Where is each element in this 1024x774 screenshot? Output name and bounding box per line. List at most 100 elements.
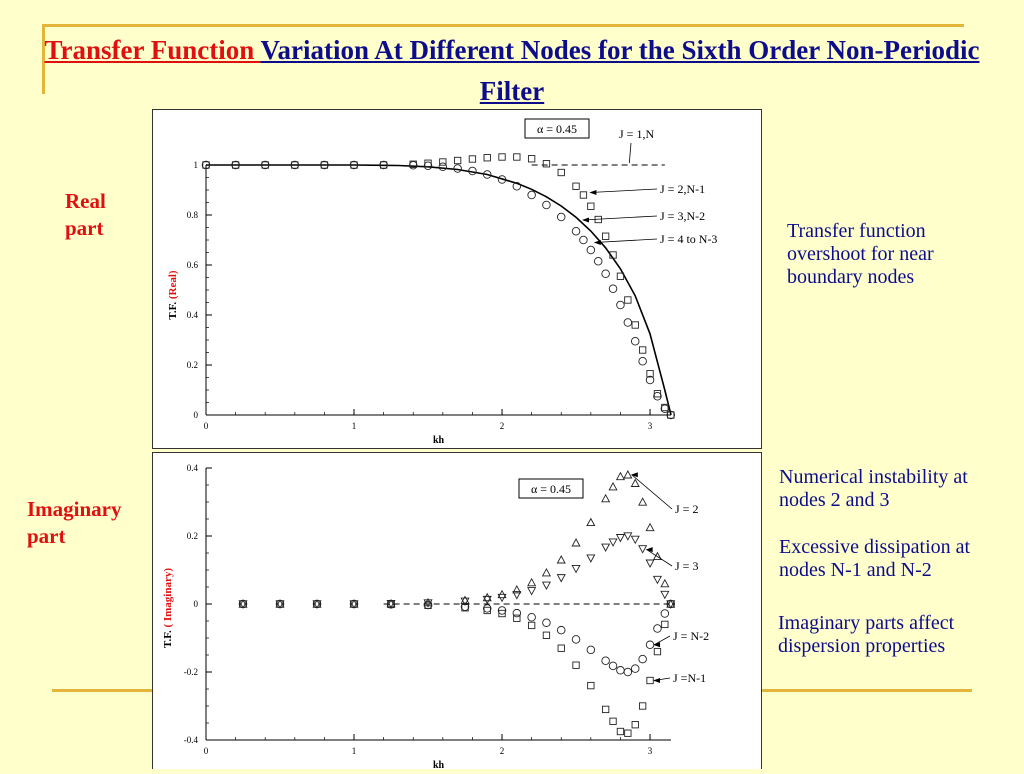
- real-series-j-3-n-2-point: [542, 200, 551, 210]
- real-leader-line: [582, 215, 658, 221]
- imag-series-j-2-point: [541, 567, 551, 577]
- imag-series-j-3-point: [615, 534, 625, 543]
- real-series-j-3-n-2-point: [423, 161, 433, 171]
- real-series-j-2-n-1-point: [527, 155, 536, 163]
- imag-series-j-n-1-point: [616, 727, 625, 736]
- real-series-j-2-n-1-point: [609, 251, 617, 259]
- real-series-j-3-n-2-point: [630, 336, 640, 346]
- real-series-j-3-n-2-point: [320, 160, 329, 170]
- real-leader-arrowhead: [581, 217, 589, 223]
- imag-y-tick-label: -0.4: [184, 735, 199, 745]
- imaginary-part-chart: 0 1 2 3 -0.4 -0.2 0 0.2 0.4 kh T.F. ( Imaginary) α …: [162, 463, 709, 771]
- imag-series-j-n-2-point: [275, 599, 285, 609]
- real-x-tick-label: 2: [500, 421, 505, 431]
- imag-series-j-3-point: [423, 599, 433, 608]
- imag-alpha-label: α = 0.45: [531, 482, 571, 496]
- imag-series-j-n-1-point: [239, 600, 247, 608]
- real-series-j-2-n-1-point: [601, 232, 610, 240]
- imag-series-j-n-2-point: [349, 599, 359, 609]
- real-series-j-3-n-2-point: [482, 170, 492, 179]
- real-leader-label-j-1-n: J = 1,N: [619, 127, 654, 141]
- imag-series-j-n-2-point: [645, 640, 655, 650]
- imag-series-j-n-1-point: [638, 702, 647, 710]
- deco-vertical-line: [42, 24, 45, 94]
- imag-leader-arrowhead: [653, 678, 661, 683]
- imag-series-j-n-1-point: [461, 604, 469, 612]
- note-instability: Numerical instability at nodes 2 and 3: [779, 466, 968, 511]
- real-series-j-3-n-2-point: [586, 245, 596, 255]
- real-series-j-3-n-2-point: [579, 235, 588, 245]
- imaginary-part-chart-panel: 0 1 2 3 -0.4 -0.2 0 0.2 0.4 kh T.F. ( Imaginary) α …: [152, 452, 762, 771]
- real-series-j-3-n-2-point: [379, 160, 388, 170]
- note-overshoot: Transfer function overshoot for near bou…: [787, 220, 934, 288]
- real-series-j-2-n-1-point: [350, 161, 358, 169]
- imag-series-j-2-point: [512, 584, 522, 594]
- real-series-j-2-n-1-point: [498, 153, 506, 161]
- imag-series-j-3-point: [497, 593, 507, 603]
- side-label-imaginary: Imaginary part: [27, 497, 122, 548]
- real-y-axis-label: T.F. (Real): [167, 270, 179, 320]
- real-y-tick-label: 0.2: [187, 360, 198, 370]
- real-series-j-3-n-2-point: [438, 162, 448, 172]
- imag-series-j-3-point: [460, 597, 470, 607]
- imag-series-j-n-2-point: [386, 600, 396, 609]
- real-y-axis-label-prefix: T.F.: [167, 299, 179, 319]
- real-series-j-1-n-line: [206, 164, 672, 416]
- title-part-red: Transfer Function: [44, 35, 261, 65]
- real-leader-line: [590, 188, 658, 193]
- real-series-j-3-n-2-point: [645, 375, 655, 385]
- imag-series-j-2-point: [601, 493, 611, 503]
- imag-series-j-n-2-point: [653, 624, 662, 633]
- imag-series-j-2-point: [608, 481, 618, 491]
- real-series-j-3-n-2-point: [601, 269, 610, 278]
- imag-leader-label-j-n-1: J =N-1: [673, 671, 706, 685]
- imag-series-j-n-1-point: [387, 600, 395, 608]
- imag-series-j-3-point: [556, 574, 566, 583]
- real-series-j-2-n-1-point: [624, 296, 632, 304]
- imag-x-tick-label: 1: [352, 746, 357, 756]
- imag-series-j-n-2-point: [586, 645, 596, 655]
- note-dispersion: Imaginary parts affect dispersion proper…: [778, 612, 955, 657]
- imag-series-j-3-point: [652, 575, 662, 585]
- real-x-tick-label: 1: [352, 421, 357, 431]
- imag-series-j-n-2-point: [556, 625, 566, 635]
- real-series-j-2-n-1-point: [557, 168, 565, 177]
- imag-series-j-2-point: [630, 478, 640, 487]
- imag-leader-line: [631, 474, 673, 510]
- imag-series-j-2-point: [615, 471, 625, 481]
- slide-title: Transfer Function Variation At Different…: [40, 30, 984, 112]
- imag-leader-arrowhead: [645, 547, 653, 553]
- real-series-j-3-n-2-point: [290, 160, 300, 170]
- imag-series-j-n-1-point: [313, 600, 321, 608]
- title-part-blue: Variation At Different Nodes for the Six…: [260, 35, 980, 106]
- imag-leader-label-j-3: J = 3: [675, 559, 698, 573]
- real-leader-label-j-3-n-2: J = 3,N-2: [660, 209, 705, 223]
- real-series-j-2-n-1-point: [453, 156, 462, 165]
- real-series-j-2-n-1-point: [542, 160, 551, 168]
- imag-series-j-n-2-point: [542, 618, 551, 627]
- imag-series-j-2-point: [482, 592, 492, 602]
- imag-leader-line: [646, 549, 673, 567]
- imag-series-j-3-point: [623, 532, 633, 541]
- real-series-j-3-n-2-point: [660, 404, 670, 414]
- real-series-j-2-n-1-point: [646, 370, 654, 378]
- imag-x-tick-label: 0: [204, 746, 209, 756]
- imag-series-j-n-2-point: [666, 599, 676, 609]
- imag-y-tick-label: -0.2: [184, 667, 198, 677]
- real-leader-label-j-4-to-n-3: J = 4 to N-3: [660, 232, 717, 246]
- real-leader-arrow: [628, 142, 632, 164]
- imag-y-tick-label: 0.2: [187, 531, 198, 541]
- real-y-tick-label: 1: [194, 160, 199, 170]
- imag-series-j-3-point: [482, 595, 492, 605]
- imag-y-axis-label: T.F. ( Imaginary): [162, 568, 174, 648]
- imag-series-j-n-1-point: [276, 600, 284, 608]
- imag-x-axis-label: kh: [433, 760, 445, 769]
- imag-y-tick-label: 0: [194, 599, 199, 609]
- real-series-j-2-n-1-point: [439, 158, 447, 166]
- real-series-j-2-n-1-point: [579, 191, 588, 199]
- real-y-axis-label-suffix: (Real): [167, 270, 179, 299]
- imag-series-j-n-1-point: [350, 600, 358, 608]
- imag-series-j-n-1-point: [667, 600, 675, 608]
- imag-series-j-3-point: [527, 587, 537, 596]
- imag-series-j-n-1-point: [572, 661, 580, 669]
